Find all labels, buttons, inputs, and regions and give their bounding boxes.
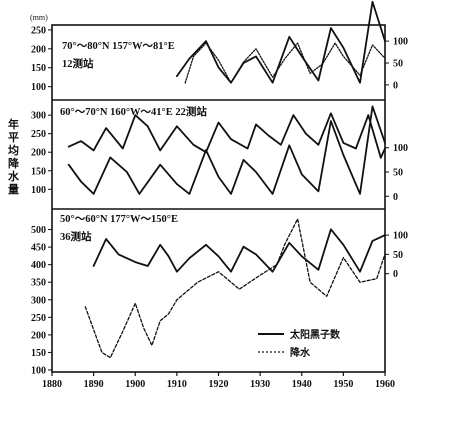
panel-3-region-label: 50°～60°N 177°W～150°E [60,214,178,225]
x-tick-label-1880: 1880 [42,379,62,390]
panel-1-right-tick-label-100: 100 [393,37,408,48]
panel-2-left-tick-label-300: 300 [31,111,46,122]
panel-1-right-tick-label-50: 50 [393,59,403,70]
y-unit-label: (mm) [30,13,48,22]
x-tick-label-1950: 1950 [333,379,353,390]
panel-2-region-label: 60°～70°N 160°W～41°E 22测站 [60,105,207,118]
panel-2-left-tick-label-100: 100 [31,185,46,196]
panel-3-left-tick-label-450: 450 [31,243,46,254]
panel-2-right-tick-label-0: 0 [393,192,398,203]
plot-frame [51,24,386,373]
panel-2-right-tick-label-100: 100 [393,143,408,154]
y-axis-title-char-2: 平 [8,131,19,144]
panel-3-left-tick-label-500: 500 [31,225,46,236]
panel-3-left-tick-label-400: 400 [31,260,46,271]
legend-label-precip: 降水 [290,346,311,359]
panel-1-region-label: 70°～80°N 157°W～81°E [62,41,175,52]
panel-2-left-tick-label-150: 150 [31,166,46,177]
panel-3-series-sunspot-line [92,228,386,273]
y-axis-title-char-1: 年 [8,117,19,131]
panel-1-left-tick-label-100: 100 [31,82,46,93]
panel-3-right-tick-label-50: 50 [393,250,403,261]
panel-3-stations-label: 36测站 [60,230,92,243]
panel-3-left-tick-label-200: 200 [31,330,46,341]
x-tick-label-1900: 1900 [125,379,145,390]
x-tick-label-1910: 1910 [167,379,187,390]
panel-1-right-tick-label-0: 0 [393,80,398,91]
panel-3-right-tick-label-0: 0 [393,269,398,280]
panel-1-left-tick-label-200: 200 [31,44,46,55]
y-axis-title-char-4: 降 [8,156,20,170]
panel-1-series-precipitation-line [184,42,386,84]
panel-1-left-tick-label-250: 250 [31,25,46,36]
panel-2-series-precipitation-line [67,112,386,159]
y-axis-title-char-3: 均 [8,143,19,157]
panel-1-left-tick-label-150: 150 [31,63,46,74]
x-tick-label-1930: 1930 [250,379,270,390]
panel-3-series-precipitation-line [84,218,386,359]
panel-3-right-tick-label-100: 100 [393,231,408,242]
x-tick-label-1890: 1890 [84,379,104,390]
panel-3-left-tick-label-250: 250 [31,313,46,324]
panel-3-left-tick-label-100: 100 [31,366,46,377]
x-tick-label-1940: 1940 [292,379,312,390]
legend: 太阳黑子数 降水 [258,328,341,359]
panel-2-series-sunspot-line [67,105,386,195]
panel-3-left-tick-label-150: 150 [31,348,46,359]
panel-2-right-tick-label-50: 50 [393,168,403,179]
x-tick-label-1920: 1920 [209,379,229,390]
x-tick-label-1960: 1960 [375,379,395,390]
chart-marks: 1880 1890 1900 1910 1920 1930 1940 1950 1960 100 1… [31,0,408,390]
panel-1-series-sunspot-line [176,0,386,84]
y-axis-title-char-6: 量 [8,183,19,196]
panel-3-left-tick-label-300: 300 [31,295,46,306]
y-axis-title-char-5: 水 [8,169,20,183]
panel-3-left-tick-label-350: 350 [31,278,46,289]
panel-2-left-tick-label-200: 200 [31,148,46,159]
legend-label-sunspot: 太阳黑子数 [289,328,341,341]
panel-2-left-tick-label-250: 250 [31,129,46,140]
panel-1-stations-label: 12测站 [62,57,94,70]
